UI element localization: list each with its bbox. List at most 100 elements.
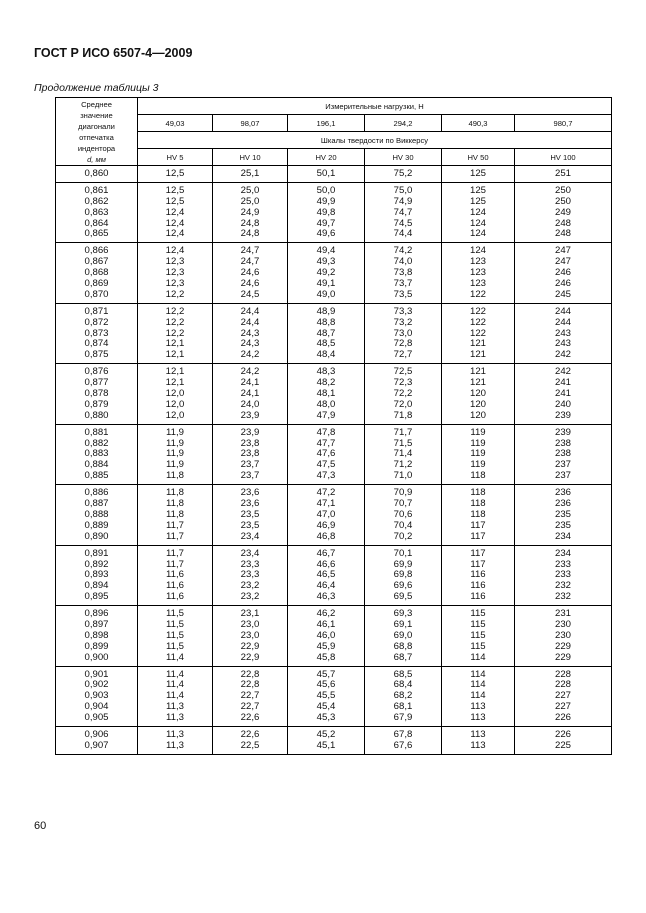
hardness-value: 12,1 (165, 377, 185, 389)
diagonal-value: 0,863 (84, 206, 109, 218)
table-column-cell: 251 (514, 165, 612, 183)
table-column-cell: 117 117 116 116 116 (441, 544, 515, 606)
hardness-value: 68,4 (393, 679, 413, 691)
table-column-cell: 119 119 119 119 118 (441, 423, 515, 485)
hardness-value: 11,5 (166, 640, 184, 652)
table-column-cell: 24,2 24,1 24,1 24,0 23,9 (212, 363, 288, 425)
hardness-value: 114 (470, 651, 486, 663)
hardness-value: 11,4 (166, 690, 184, 702)
hardness-value: 23,5 (240, 508, 260, 520)
hardness-value: 71,4 (393, 448, 413, 460)
hardness-value: 11,7 (166, 530, 184, 542)
hardness-value: 45,5 (316, 690, 336, 702)
hardness-value: 68,5 (393, 668, 413, 680)
hardness-value: 12,4 (165, 217, 185, 229)
hardness-value: 45,2 (316, 728, 336, 740)
hardness-value: 71,7 (393, 426, 413, 438)
table-column-cell: 0,866 0,867 0,868 0,869 0,870 (55, 242, 138, 304)
hardness-value: 115 (470, 608, 486, 620)
hardness-value: 251 (554, 168, 571, 179)
hardness-value: 46,1 (316, 618, 336, 630)
hardness-value: 45,1 (316, 739, 336, 751)
hardness-value: 246 (554, 278, 571, 290)
diagonal-value: 0,873 (84, 327, 109, 339)
hardness-value: 234 (554, 530, 571, 542)
hardness-value: 124 (469, 217, 486, 229)
hardness-value: 74,0 (393, 256, 413, 268)
table-row-group: 0,881 0,882 0,883 0,884 0,885 11,9 11,9 11,9 11,… (55, 423, 612, 485)
table-column-cell: 0,896 0,897 0,898 0,899 0,900 (55, 605, 138, 667)
hardness-value: 12,0 (165, 409, 185, 421)
hardness-value: 23,6 (240, 487, 260, 499)
hardness-value: 46,3 (316, 591, 336, 603)
table-column-cell: 12,5 12,5 12,4 12,4 12,4 (137, 181, 213, 243)
hardness-value: 23,8 (240, 437, 260, 449)
diagonal-value: 0,882 (84, 437, 109, 449)
hardness-value: 237 (554, 470, 571, 482)
table-row-group: 0,871 0,872 0,873 0,874 0,875 12,2 12,2 12,2 12,… (55, 302, 612, 364)
diagonal-value: 0,885 (84, 470, 109, 482)
hardness-value: 115 (470, 640, 486, 652)
hardness-value: 11,4 (166, 679, 184, 691)
hardness-value: 24,3 (240, 338, 260, 350)
hardness-value: 24,5 (240, 288, 260, 300)
hardness-value: 47,9 (316, 409, 336, 421)
hardness-value: 48,4 (316, 349, 336, 361)
table-column-cell: 47,2 47,1 47,0 46,9 46,8 (287, 484, 365, 546)
load-header: 196,1 (287, 114, 365, 132)
hardness-value: 11,3 (166, 701, 184, 713)
table-column-cell: 0,886 0,887 0,888 0,889 0,890 (55, 484, 138, 546)
load-header: 294,2 (364, 114, 442, 132)
hardness-value: 69,3 (393, 608, 413, 620)
hardness-value: 24,2 (240, 349, 260, 361)
hardness-value: 121 (469, 377, 486, 389)
table-column-cell: 23,4 23,3 23,3 23,2 23,2 (212, 544, 288, 606)
hardness-value: 46,8 (316, 530, 336, 542)
hardness-value: 74,9 (393, 195, 413, 207)
table-row-group: 0,876 0,877 0,878 0,879 0,880 12,1 12,1 12,0 12,… (55, 363, 612, 425)
table-column-cell: 244 244 243 243 242 (514, 302, 612, 364)
table-row-group: 0,891 0,892 0,893 0,894 0,895 11,7 11,7 11,6 11,… (55, 544, 612, 606)
table-row-group: 0,896 0,897 0,898 0,899 0,900 11,5 11,5 11,5 11,… (55, 605, 612, 667)
diagonal-value: 0,871 (84, 305, 109, 317)
diagonal-value: 0,864 (84, 217, 109, 229)
hardness-value: 11,4 (166, 651, 184, 663)
hardness-value: 24,4 (240, 316, 260, 328)
hardness-value: 119 (470, 459, 486, 471)
hardness-value: 47,8 (316, 426, 336, 438)
hardness-value: 12,2 (165, 288, 185, 300)
hardness-value: 23,6 (240, 498, 260, 510)
hardness-value: 24,9 (240, 206, 260, 218)
hardness-value: 232 (554, 580, 571, 592)
hardness-value: 122 (469, 316, 486, 328)
hardness-value: 12,5 (165, 168, 185, 179)
hardness-value: 23,0 (240, 618, 260, 630)
hardness-value: 114 (470, 690, 486, 702)
diagonal-value: 0,865 (84, 228, 109, 240)
table-column-cell: 0,901 0,902 0,903 0,904 0,905 (55, 665, 138, 727)
hardness-value: 47,1 (316, 498, 336, 510)
hardness-value: 70,7 (393, 498, 413, 510)
table-column-cell: 25,1 (212, 165, 288, 183)
table-column-cell: 48,9 48,8 48,7 48,5 48,4 (287, 302, 365, 364)
hardness-value: 11,3 (166, 728, 184, 740)
hardness-value: 69,9 (393, 558, 413, 570)
table-column-cell: 49,4 49,3 49,2 49,1 49,0 (287, 242, 365, 304)
hardness-value: 12,3 (165, 267, 185, 279)
hardness-value: 49,8 (316, 206, 336, 218)
hardness-value: 113 (470, 701, 486, 713)
diagonal-value: 0,860 (84, 168, 109, 179)
diagonal-value: 0,875 (84, 349, 109, 361)
hardness-value: 11,9 (166, 448, 184, 460)
hardness-value: 47,0 (316, 508, 336, 520)
table-column-cell: 12,5 (137, 165, 213, 183)
hardness-value: 24,1 (240, 388, 260, 400)
diagonal-value: 0,894 (84, 580, 109, 592)
hardness-value: 69,8 (393, 569, 413, 581)
hardness-value: 22,6 (240, 728, 260, 740)
hardness-value: 71,8 (393, 409, 413, 421)
diagonal-value: 0,878 (84, 388, 109, 400)
hardness-value: 73,3 (393, 305, 413, 317)
hardness-value: 74,2 (393, 245, 413, 257)
diagonal-value: 0,879 (84, 398, 109, 410)
